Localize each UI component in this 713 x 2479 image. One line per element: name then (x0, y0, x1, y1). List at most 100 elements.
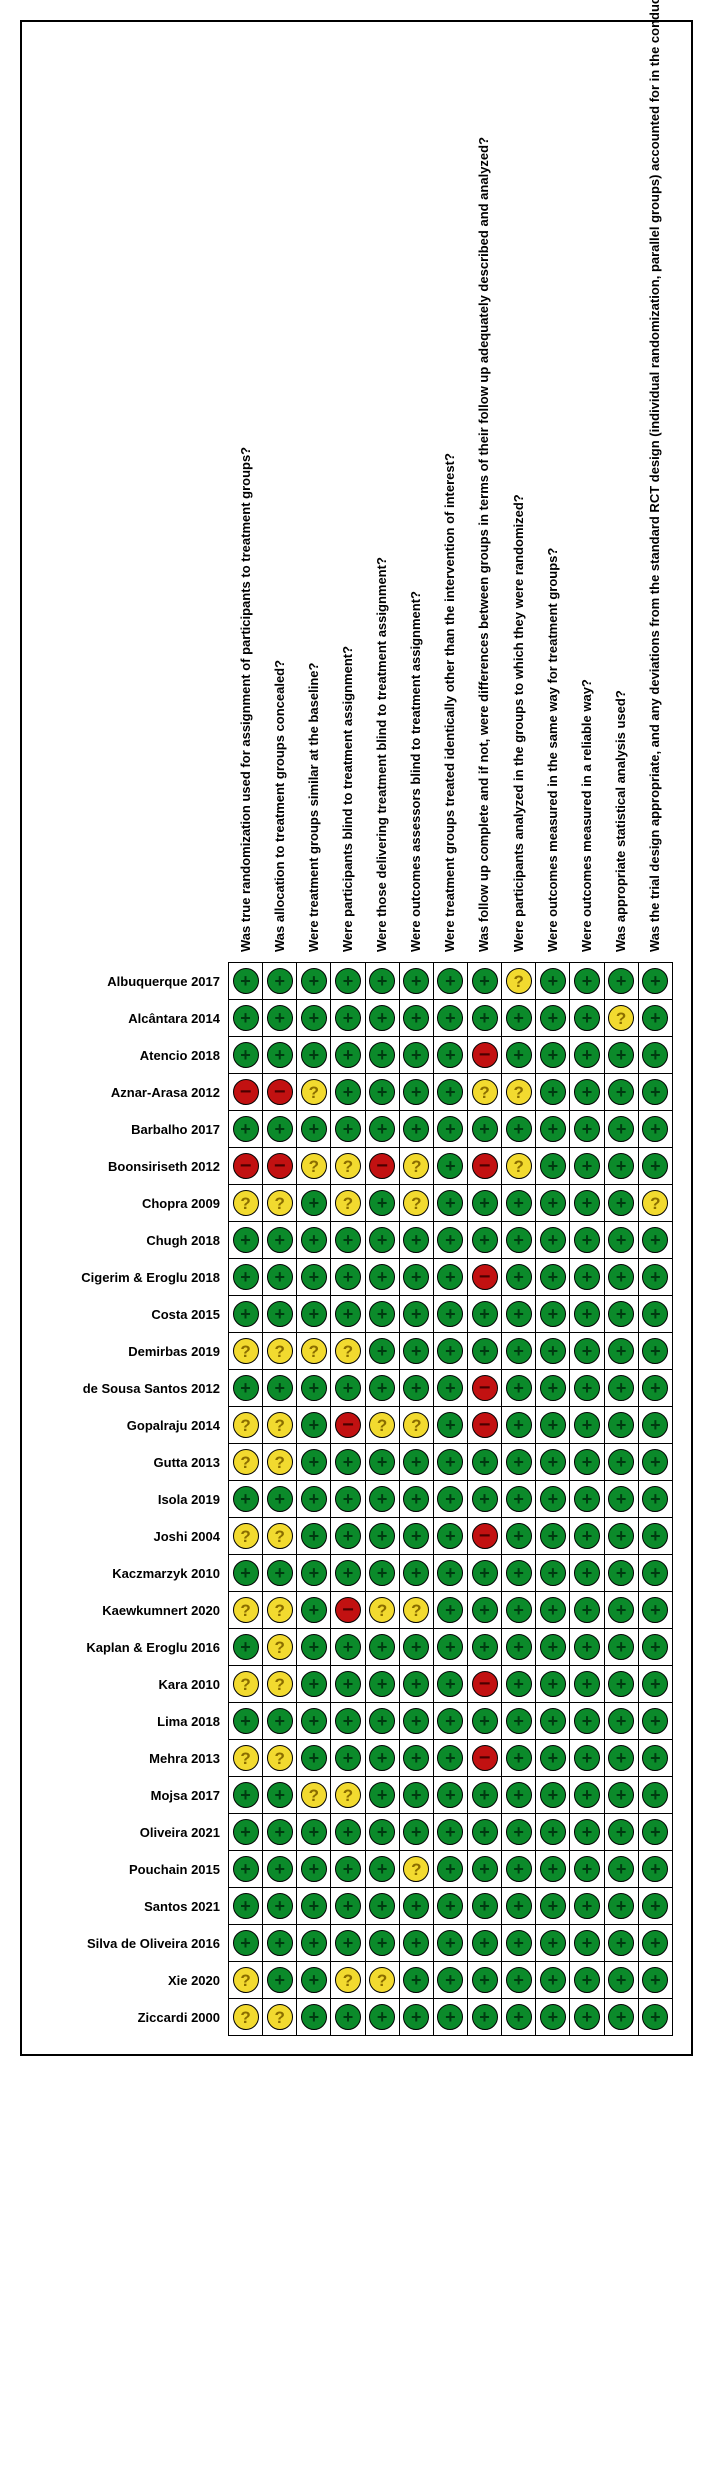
rob-mark-low: + (574, 2004, 600, 2030)
rob-cell: + (433, 1111, 467, 1148)
rob-mark-low: + (608, 1264, 634, 1290)
rob-cell: − (263, 1074, 297, 1111)
rob-cell: + (229, 1111, 263, 1148)
rob-cell: + (604, 1629, 638, 1666)
rob-cell: + (297, 1259, 331, 1296)
rob-mark-low: + (403, 1079, 429, 1105)
rob-mark-low: + (540, 1819, 566, 1845)
rob-mark-low: + (540, 1005, 566, 1031)
rob-mark-low: + (335, 1227, 361, 1253)
rob-mark-low: + (642, 1153, 668, 1179)
rob-mark-low: + (301, 1301, 327, 1327)
rob-mark-some: ? (335, 1338, 361, 1364)
rob-mark-some: ? (608, 1005, 634, 1031)
rob-cell: + (229, 1851, 263, 1888)
rob-cell: + (297, 1518, 331, 1555)
rob-mark-high: − (472, 1671, 498, 1697)
rob-mark-low: + (642, 1486, 668, 1512)
rob-mark-low: + (437, 1375, 463, 1401)
rob-cell: + (570, 1999, 604, 2036)
rob-mark-low: + (574, 1227, 600, 1253)
rob-mark-low: + (437, 1708, 463, 1734)
rob-mark-low: + (642, 1301, 668, 1327)
rob-mark-low: + (369, 1560, 395, 1586)
question-header-6: Were treatment groups treated identicall… (433, 42, 467, 963)
rob-cell: + (638, 1518, 672, 1555)
questions-header-row: Was true randomization used for assignme… (40, 42, 673, 963)
rob-mark-low: + (437, 1412, 463, 1438)
rob-mark-low: + (642, 1819, 668, 1845)
study-row: Chopra 2009??+?+?++++++? (40, 1185, 673, 1222)
rob-cell: + (467, 963, 501, 1000)
rob-cell: ? (263, 1666, 297, 1703)
rob-mark-low: + (437, 1671, 463, 1697)
rob-cell: + (502, 1222, 536, 1259)
rob-cell: + (433, 1407, 467, 1444)
rob-cell: + (502, 1518, 536, 1555)
rob-cell: + (433, 1555, 467, 1592)
rob-cell: + (331, 1555, 365, 1592)
rob-mark-low: + (301, 1264, 327, 1290)
rob-cell: + (433, 1518, 467, 1555)
rob-cell: + (638, 1814, 672, 1851)
rob-cell: ? (331, 1962, 365, 1999)
rob-cell: + (536, 1851, 570, 1888)
study-row: Oliveira 2021+++++++++++++ (40, 1814, 673, 1851)
rob-mark-low: + (540, 1190, 566, 1216)
rob-mark-low: + (369, 1190, 395, 1216)
rob-mark-low: + (642, 1560, 668, 1586)
rob-cell: + (638, 1962, 672, 1999)
rob-cell: + (502, 1000, 536, 1037)
rob-cell: + (502, 1592, 536, 1629)
rob-mark-low: + (608, 1745, 634, 1771)
rob-mark-low: + (335, 1745, 361, 1771)
rob-mark-low: + (369, 1264, 395, 1290)
rob-mark-low: + (403, 1634, 429, 1660)
rob-mark-low: + (574, 968, 600, 994)
rob-mark-low: + (369, 1708, 395, 1734)
rob-cell: + (297, 1555, 331, 1592)
rob-mark-low: + (506, 1856, 532, 1882)
rob-cell: − (331, 1592, 365, 1629)
rob-mark-low: + (472, 1634, 498, 1660)
rob-cell: + (433, 1592, 467, 1629)
rob-mark-low: + (540, 1227, 566, 1253)
rob-mark-low: + (608, 1227, 634, 1253)
question-header-8: Were participants analyzed in the groups… (502, 42, 536, 963)
rob-cell: + (297, 1666, 331, 1703)
rob-mark-low: + (540, 1671, 566, 1697)
rob-mark-low: + (608, 1634, 634, 1660)
rob-mark-low: + (574, 1856, 600, 1882)
study-label: Ziccardi 2000 (40, 1999, 229, 2036)
rob-cell: + (502, 1111, 536, 1148)
rob-mark-low: + (608, 1338, 634, 1364)
rob-cell: + (433, 1888, 467, 1925)
rob-mark-low: + (369, 2004, 395, 2030)
rob-cell: + (365, 1296, 399, 1333)
rob-cell: + (467, 1629, 501, 1666)
rob-cell: − (229, 1148, 263, 1185)
rob-mark-low: + (233, 1227, 259, 1253)
rob-cell: ? (331, 1185, 365, 1222)
rob-cell: + (467, 1999, 501, 2036)
rob-mark-low: + (608, 1486, 634, 1512)
rob-cell: + (638, 1777, 672, 1814)
rob-cell: ? (604, 1000, 638, 1037)
rob-mark-low: + (574, 1745, 600, 1771)
rob-mark-low: + (506, 1190, 532, 1216)
rob-mark-low: + (233, 1486, 259, 1512)
rob-cell: + (467, 1111, 501, 1148)
rob-cell: ? (399, 1851, 433, 1888)
rob-cell: + (263, 1703, 297, 1740)
rob-cell: + (502, 1185, 536, 1222)
rob-mark-low: + (642, 1079, 668, 1105)
rob-cell: + (229, 1925, 263, 1962)
rob-mark-low: + (335, 1560, 361, 1586)
study-label: Joshi 2004 (40, 1518, 229, 1555)
rob-cell: + (365, 1703, 399, 1740)
rob-cell: + (331, 1370, 365, 1407)
rob-mark-low: + (369, 1375, 395, 1401)
rob-mark-low: + (267, 1227, 293, 1253)
rob-cell: + (433, 1814, 467, 1851)
rob-cell: + (536, 1703, 570, 1740)
